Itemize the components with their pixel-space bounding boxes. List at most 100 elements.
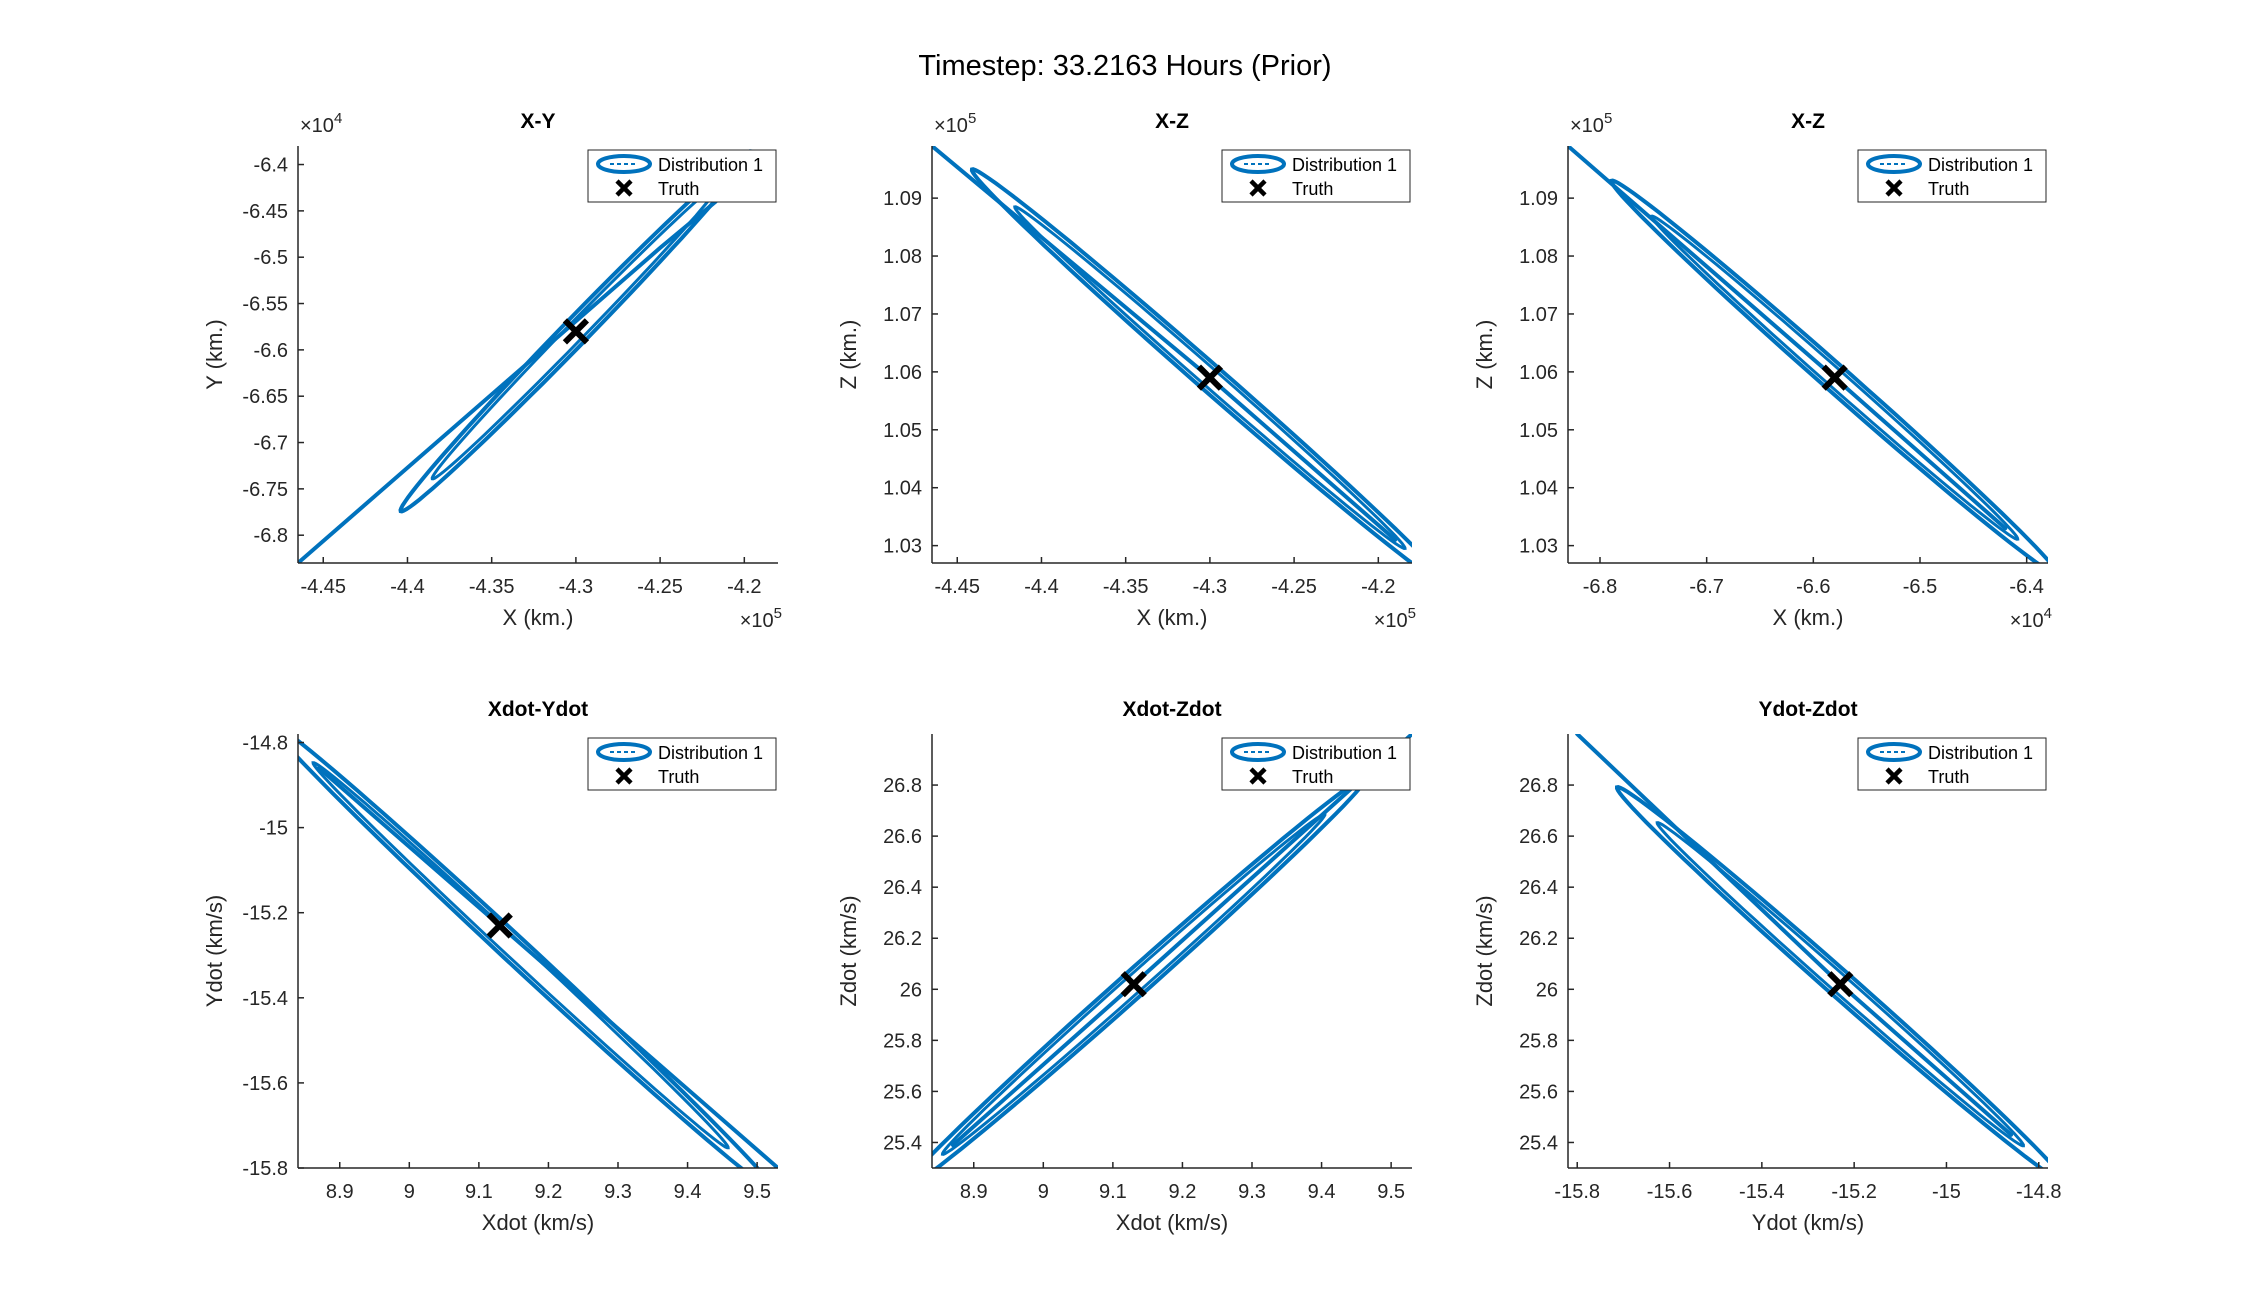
- truth-x-stroke-2: [486, 912, 513, 939]
- x-tick-label: 9: [1038, 1181, 1049, 1203]
- y-tick-label: 1.07: [1519, 304, 1558, 326]
- legend-label: Distribution 1: [1292, 743, 1397, 763]
- x-axis-label: Xdot (km/s): [482, 1210, 594, 1235]
- legend-entry-truth: Truth: [1249, 767, 1333, 787]
- subplot-title: Xdot-Ydot: [488, 698, 588, 721]
- y-tick-label: 1.05: [883, 420, 922, 442]
- y-tick-label: 25.8: [1519, 1030, 1558, 1052]
- legend[interactable]: Distribution 1 Truth: [587, 149, 777, 203]
- x-tick-label: 9.1: [1099, 1181, 1127, 1203]
- y-tick-label: 25.6: [1519, 1081, 1558, 1103]
- ellipse-icon: [596, 742, 652, 762]
- y-exponent-label: ×104: [300, 110, 342, 137]
- x-tick-label: 9.4: [1308, 1181, 1336, 1203]
- y-tick-label: 25.4: [883, 1132, 922, 1154]
- x-tick-label: -15.2: [1831, 1181, 1877, 1203]
- x-exponent-label: ×105: [740, 605, 782, 632]
- legend[interactable]: Distribution 1 Truth: [587, 737, 777, 791]
- y-tick-label: -15.6: [242, 1073, 288, 1095]
- x-tick-label: -6.7: [1689, 576, 1723, 598]
- x-axis-label: Ydot (km/s): [1752, 1210, 1864, 1235]
- distribution-ellipse-1: [1615, 785, 2048, 1168]
- legend-entry-truth: Truth: [1249, 179, 1333, 199]
- x-tick-label: -4.25: [637, 576, 683, 598]
- y-tick-label: -15: [259, 818, 288, 840]
- x-tick-label: -14.8: [2016, 1181, 2062, 1203]
- x-tick-label: -6.6: [1796, 576, 1830, 598]
- legend-entry-distribution: Distribution 1: [596, 742, 763, 763]
- y-exponent-label: ×105: [1570, 110, 1612, 137]
- subplot-3: -6.8 -6.7 -6.6 -6.5 -6.4 1.03 1.04 1.05 1.06 1.07…: [1472, 110, 2052, 632]
- y-tick-label: 1.04: [1519, 478, 1558, 500]
- subplot-title: Ydot-Zdot: [1758, 698, 1857, 721]
- x-marker-icon-stroke: [1885, 767, 1903, 785]
- x-axis-label: X (km.): [503, 605, 574, 630]
- x-tick-label: 9.5: [1377, 1181, 1405, 1203]
- x-tick-label: 9.2: [1169, 1181, 1197, 1203]
- ellipse-icon: [1230, 742, 1286, 762]
- y-tick-label: 26.2: [883, 928, 922, 950]
- y-tick-label: 1.06: [883, 362, 922, 384]
- subplot-4: 8.9 9 9.1 9.2 9.3 9.4 9.5 -14.8 -15 -15.2 -15.4 -15…: [202, 698, 778, 1235]
- x-exponent-label: ×104: [2010, 605, 2052, 632]
- x-tick-label: -15.6: [1647, 1181, 1693, 1203]
- x-tick-label: -6.5: [1903, 576, 1937, 598]
- ellipse-icon: [1866, 154, 1922, 174]
- y-axis-label: Zdot (km/s): [1472, 895, 1497, 1006]
- x-tick-label: -4.25: [1271, 576, 1317, 598]
- x-tick-label: 9.3: [1238, 1181, 1266, 1203]
- legend[interactable]: Distribution 1 Truth: [1857, 737, 2047, 791]
- distribution-series: [1568, 146, 2008, 531]
- y-tick-label: 26: [900, 979, 922, 1001]
- y-tick-label: -6.65: [242, 386, 288, 408]
- x-tick-label: -6.4: [2009, 576, 2043, 598]
- y-tick-label: -15.4: [242, 988, 288, 1010]
- legend-label: Truth: [1928, 179, 1969, 199]
- y-tick-label: 26.6: [883, 826, 922, 848]
- y-tick-label: 1.08: [1519, 246, 1558, 268]
- y-tick-label: -6.75: [242, 479, 288, 501]
- x-tick-label: 9.1: [465, 1181, 493, 1203]
- legend-label: Distribution 1: [658, 743, 763, 763]
- y-tick-label: 26.8: [883, 775, 922, 797]
- x-marker-icon-stroke: [615, 179, 633, 197]
- plot-area: [298, 738, 778, 1168]
- subplot-title: X-Z: [1791, 110, 1825, 133]
- y-tick-label: 1.05: [1519, 420, 1558, 442]
- subplot-title: X-Y: [520, 110, 555, 133]
- distribution-series: [316, 766, 778, 1168]
- legend-label: Distribution 1: [1292, 155, 1397, 175]
- x-marker-icon-stroke: [1885, 179, 1903, 197]
- figure-title: Timestep: 33.2163 Hours (Prior): [918, 50, 1332, 82]
- x-tick-label: 9.5: [743, 1181, 771, 1203]
- y-tick-label: 1.07: [883, 304, 922, 326]
- legend-entry-truth: Truth: [1885, 179, 1969, 199]
- truth-x-stroke-2: [1196, 364, 1224, 391]
- x-tick-label: -4.4: [1024, 576, 1058, 598]
- legend-label: Truth: [658, 767, 699, 787]
- y-tick-label: -6.45: [242, 201, 288, 223]
- y-tick-label: 26.8: [1519, 775, 1558, 797]
- legend-label: Distribution 1: [1928, 155, 2033, 175]
- legend[interactable]: Distribution 1 Truth: [1857, 149, 2047, 203]
- y-tick-label: 1.04: [883, 478, 922, 500]
- legend[interactable]: Distribution 1 Truth: [1221, 737, 1411, 791]
- x-exponent-label: ×105: [1374, 605, 1416, 632]
- distribution-ellipse-1: [398, 149, 754, 514]
- x-axis-label: X (km.): [1773, 605, 1844, 630]
- truth-x-stroke-2: [1120, 971, 1147, 998]
- subplot-5: 8.9 9 9.1 9.2 9.3 9.4 9.5 25.4 25.6 25.8 26 26.2 26.…: [836, 698, 1412, 1235]
- legend-entry-distribution: Distribution 1: [596, 154, 763, 175]
- legend-entry-distribution: Distribution 1: [1866, 742, 2033, 763]
- legend-label: Distribution 1: [1928, 743, 2033, 763]
- x-tick-label: -4.2: [727, 576, 761, 598]
- x-tick-label: 9: [404, 1181, 415, 1203]
- y-tick-label: 1.03: [1519, 536, 1558, 558]
- legend[interactable]: Distribution 1 Truth: [1221, 149, 1411, 203]
- x-tick-label: 8.9: [326, 1181, 354, 1203]
- y-tick-label: 1.09: [883, 188, 922, 210]
- x-marker-icon-stroke: [1249, 767, 1267, 785]
- truth-marker: [1120, 971, 1147, 998]
- y-axis-label: Zdot (km/s): [836, 895, 861, 1006]
